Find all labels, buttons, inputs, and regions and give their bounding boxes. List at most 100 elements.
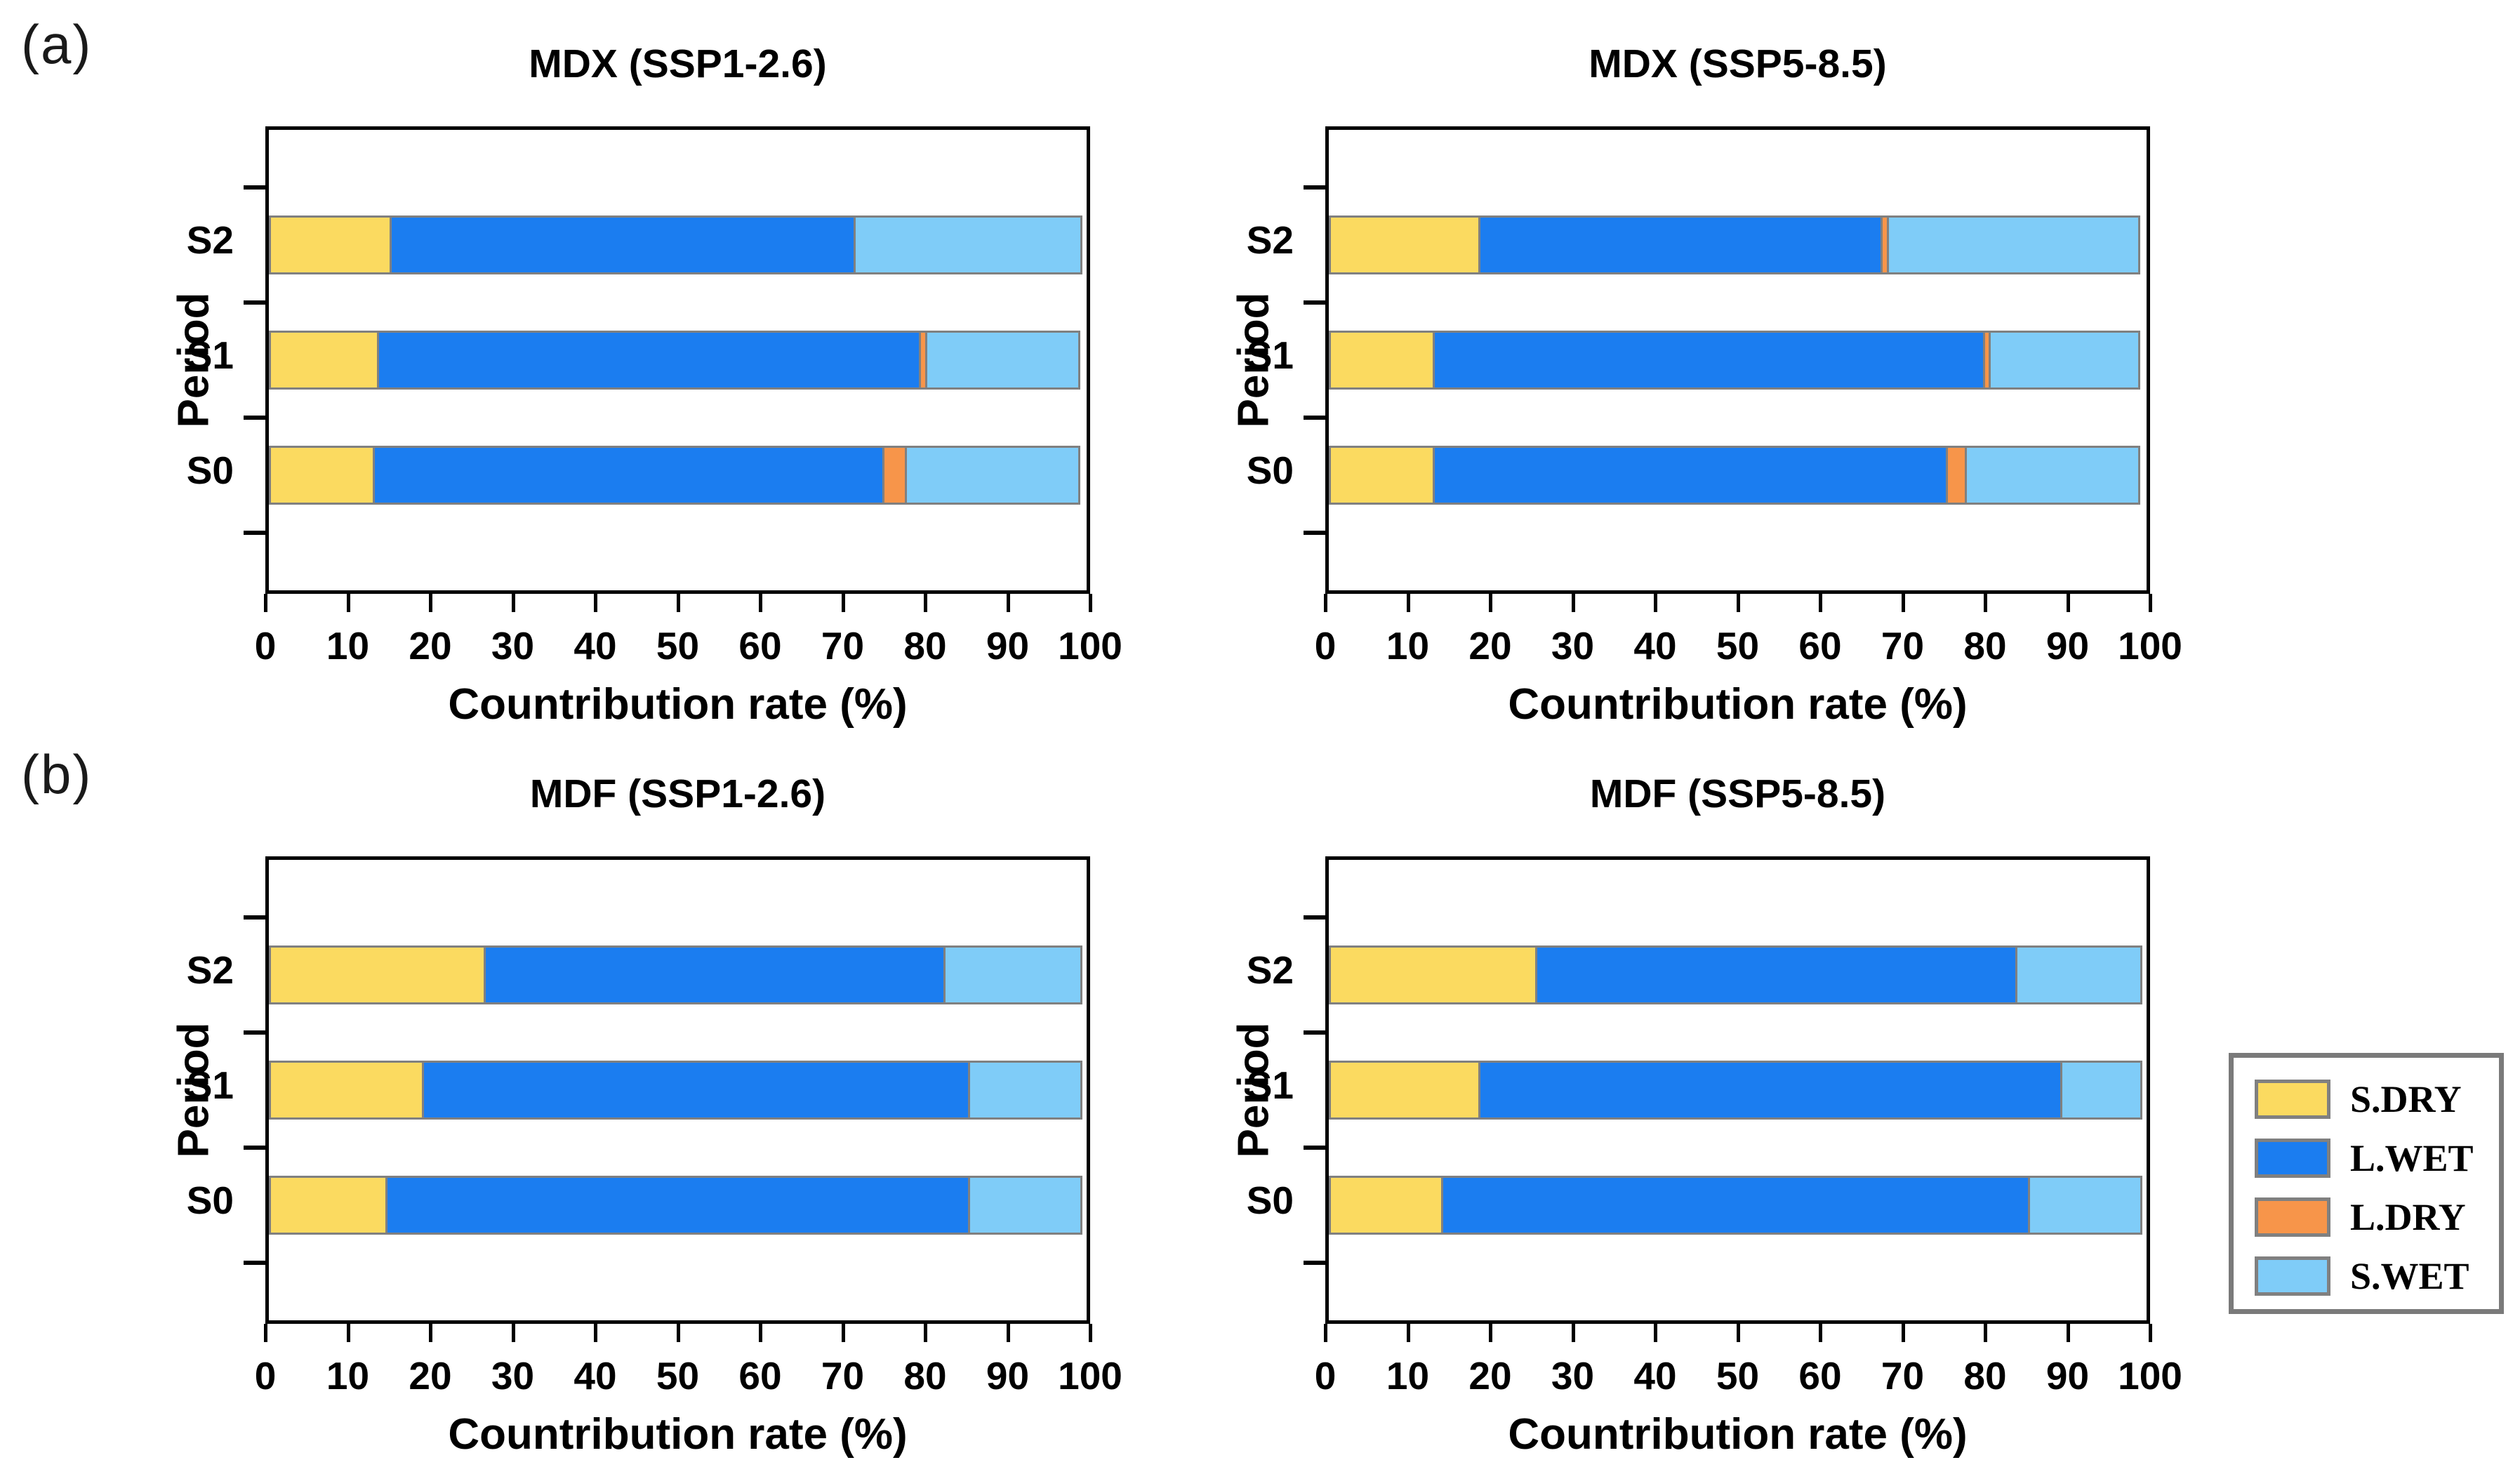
x-axis-tick-label: 20 xyxy=(409,1354,452,1398)
legend-label: S.WET xyxy=(2350,1255,2469,1297)
x-axis-tick-label: 100 xyxy=(1058,1354,1122,1398)
x-axis-tick-label: 10 xyxy=(1386,1354,1430,1398)
x-axis-tick xyxy=(1736,1324,1740,1342)
x-axis-tick xyxy=(841,1324,845,1342)
bar-segment-s-dry xyxy=(269,215,392,274)
bar-segment-s-dry xyxy=(1329,1176,1444,1235)
x-axis-tick-label: 0 xyxy=(254,624,277,668)
x-axis-tick xyxy=(1984,594,1987,612)
y-axis-tick xyxy=(244,1146,265,1150)
bar-segment-s-dry xyxy=(269,446,376,505)
x-axis-tick xyxy=(1324,1324,1327,1342)
x-axis-tick-label: 90 xyxy=(2045,1354,2090,1398)
y-axis-tick xyxy=(244,1261,265,1265)
legend: S.DRY L.WET L.DRY S.WET xyxy=(2229,1053,2504,1314)
x-axis-tick xyxy=(346,1324,350,1342)
legend-label: L.DRY xyxy=(2350,1196,2466,1238)
category-label-s0: S0 xyxy=(186,449,234,492)
x-axis-tick-label: 10 xyxy=(1386,624,1430,668)
bar-row-s0 xyxy=(1329,446,2147,505)
x-axis-tick-label: 20 xyxy=(409,624,452,668)
x-axis-label: Countribution rate (%) xyxy=(448,680,908,729)
legend-swatch-s-dry xyxy=(2255,1080,2330,1119)
x-axis-tick xyxy=(676,594,680,612)
x-axis-tick xyxy=(1006,594,1010,612)
x-axis-tick xyxy=(759,1324,762,1342)
x-axis-tick xyxy=(429,1324,432,1342)
chart-mdf-ssp5-8-5: MDF (SSP5-8.5) S2 S1 S0 0 10 20 30 40 50 60 70 80 90 1… xyxy=(1164,744,2182,1460)
x-axis-tick-label: 20 xyxy=(1468,1354,1512,1398)
chart-title: MDX (SSP1-2.6) xyxy=(529,41,827,86)
category-label-s0: S0 xyxy=(1246,1179,1294,1222)
y-axis-tick xyxy=(1304,1261,1325,1265)
y-axis-tick xyxy=(244,185,265,190)
legend-swatch-l-wet xyxy=(2255,1139,2330,1178)
legend-label: L.WET xyxy=(2350,1137,2474,1179)
x-axis-tick-label: 80 xyxy=(1963,624,2007,668)
y-axis-tick xyxy=(1304,416,1325,420)
bar-segment-l-wet xyxy=(385,1176,970,1235)
chart-mdx-ssp1-2-6: MDX (SSP1-2.6) S2 S1 S0 0 10 20 30 40 50 60 70 80 90 1… xyxy=(104,14,1122,730)
x-axis-tick-label: 100 xyxy=(2118,624,2182,668)
x-axis-label: Countribution rate (%) xyxy=(1508,680,1968,729)
x-axis-tick xyxy=(1089,594,1092,612)
legend-swatch-l-dry xyxy=(2255,1197,2330,1237)
plot-area xyxy=(244,856,1090,1324)
y-axis-tick xyxy=(1304,1146,1325,1150)
x-axis-tick xyxy=(1654,594,1657,612)
x-axis-tick xyxy=(1406,594,1410,612)
x-axis-tick-label: 70 xyxy=(821,1354,865,1398)
x-axis-tick xyxy=(346,594,350,612)
bar-row-s1 xyxy=(269,1061,1087,1120)
x-axis-tick-label: 60 xyxy=(738,624,782,668)
category-label-s1: S1 xyxy=(186,1063,234,1107)
x-axis-tick xyxy=(1006,1324,1010,1342)
bar-segment-s-wet xyxy=(2015,945,2142,1004)
x-axis-tick-label: 50 xyxy=(656,624,700,668)
bar-segment-s-dry xyxy=(1329,945,1538,1004)
x-axis-tick xyxy=(429,594,432,612)
bar-segment-s-wet xyxy=(924,331,1080,390)
bar-segment-l-dry xyxy=(882,446,907,505)
bar-segment-s-wet xyxy=(853,215,1082,274)
bar-segment-s-dry xyxy=(1329,331,1435,390)
x-axis-tick-label: 90 xyxy=(986,624,1030,668)
bar-row-s2 xyxy=(1329,215,2147,274)
panel-label-b: (b) xyxy=(21,743,93,805)
plot-area xyxy=(1304,856,2150,1324)
y-axis-tick xyxy=(1304,531,1325,535)
legend-swatch-s-wet xyxy=(2255,1256,2330,1296)
x-axis-tick-label: 60 xyxy=(738,1354,782,1398)
x-axis-tick-label: 70 xyxy=(1881,624,1925,668)
x-axis-tick xyxy=(2066,1324,2070,1342)
bar-segment-s-wet xyxy=(943,945,1082,1004)
y-axis-tick xyxy=(244,416,265,420)
x-axis-tick xyxy=(264,1324,267,1342)
x-axis-label: Countribution rate (%) xyxy=(1508,1410,1968,1459)
x-axis-tick xyxy=(759,594,762,612)
bar-row-s2 xyxy=(269,215,1087,274)
x-axis-tick xyxy=(2066,594,2070,612)
x-axis-tick xyxy=(594,1324,597,1342)
x-axis-tick-label: 0 xyxy=(1314,624,1337,668)
x-axis-tick xyxy=(1736,594,1740,612)
x-axis-tick-label: 0 xyxy=(1314,1354,1337,1398)
bar-segment-s-dry xyxy=(1329,1061,1480,1120)
category-label-s2: S2 xyxy=(186,948,234,992)
x-axis-tick xyxy=(1571,1324,1575,1342)
bar-segment-l-wet xyxy=(1433,446,1949,505)
x-axis-tick-label: 70 xyxy=(821,624,865,668)
bar-segment-s-wet xyxy=(967,1176,1082,1235)
x-axis-tick xyxy=(841,594,845,612)
category-label-s1: S1 xyxy=(1246,333,1294,377)
y-axis-tick xyxy=(244,915,265,920)
bar-segment-s-wet xyxy=(967,1061,1082,1120)
category-label-s2: S2 xyxy=(1246,948,1294,992)
x-axis-tick xyxy=(1406,1324,1410,1342)
bar-segment-s-dry xyxy=(269,1061,425,1120)
x-axis-tick xyxy=(511,1324,515,1342)
bar-segment-s-dry xyxy=(1329,215,1480,274)
chart-title: MDF (SSP5-8.5) xyxy=(1589,771,1886,816)
x-axis-tick-label: 100 xyxy=(2118,1354,2182,1398)
